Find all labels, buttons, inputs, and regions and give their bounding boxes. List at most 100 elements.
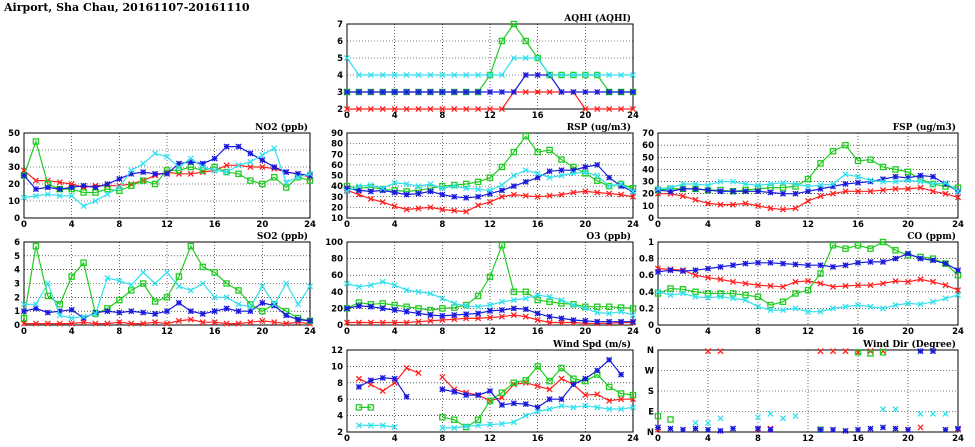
data-point [817,262,824,269]
y-tick-label: 6 [337,395,343,405]
data-point [306,317,314,324]
data-point [128,320,135,327]
data-point [498,105,505,113]
data-point [379,374,386,381]
data-point [717,415,724,422]
data-point [594,391,601,398]
data-point [558,156,565,163]
data-point [754,282,762,289]
y-tick-label: 40 [331,288,343,298]
data-point [892,166,899,173]
data-point [343,280,351,287]
data-point [522,167,529,174]
x-tick-label: 4 [392,111,398,121]
x-tick-label: 16 [209,220,221,230]
data-point [879,238,887,246]
data-point [618,318,625,325]
y-tick-label: 12 [331,346,343,356]
data-point [235,143,242,150]
data-point [451,193,458,200]
data-point [917,276,924,283]
data-point [679,267,687,275]
data-point [199,163,206,171]
data-point [854,173,862,180]
y-tick-label: S [648,387,654,397]
x-tick-label: 4 [69,220,75,230]
series-cyan [692,406,949,426]
data-point [629,391,637,399]
data-point [879,349,887,356]
data-point [498,389,506,396]
x-tick-label: 16 [209,327,221,337]
data-point [403,105,410,113]
data-point [904,250,912,257]
data-point [475,186,482,193]
data-point [534,193,541,200]
data-point [486,174,494,181]
data-point [140,269,147,276]
data-point [692,293,699,300]
data-point [306,283,314,290]
data-point [942,295,949,302]
data-point [904,168,912,176]
data-point [259,283,266,290]
data-point [223,280,230,287]
data-point [475,88,482,96]
y-tick-label: E [648,408,654,418]
data-point [534,148,541,156]
data-point [355,319,362,326]
x-tick-label: 20 [579,434,591,444]
data-point [667,285,674,292]
data-point [463,208,470,215]
data-point [223,143,230,150]
x-tick-label: 4 [705,220,711,230]
data-point [929,257,937,264]
data-point [211,319,218,326]
data-point [152,319,159,326]
data-point [20,320,28,327]
data-point [355,404,363,411]
data-point [451,207,458,214]
series-red [654,184,962,213]
data-point [754,259,762,266]
data-point [510,172,517,179]
data-point [594,318,601,325]
data-point [522,377,530,384]
data-point [92,320,99,327]
x-tick-label: 24 [627,434,639,444]
data-point [917,184,924,191]
data-point [175,299,182,306]
y-tick-label: 8 [337,379,343,389]
data-point [842,141,849,149]
data-point [20,194,28,201]
data-point [32,138,40,145]
data-point [729,262,737,269]
data-point [754,293,762,301]
data-point [306,170,314,177]
data-point [594,177,601,185]
x-tick-label: 12 [484,220,496,230]
data-point [439,191,446,198]
data-point [415,369,422,377]
data-point [187,170,194,177]
data-point [892,185,899,192]
data-point [451,71,458,79]
data-point [582,71,589,79]
data-point [854,179,862,186]
data-point [558,396,565,403]
data-point [582,317,589,324]
data-point [546,88,553,96]
data-point [729,295,737,302]
data-point [379,387,386,395]
data-point [44,184,51,191]
data-point [367,377,374,384]
data-point [199,280,206,287]
x-tick-label: 0 [21,220,27,230]
data-point [546,298,553,306]
data-point [32,177,39,184]
data-point [804,197,812,205]
data-point [729,188,737,195]
data-point [606,397,613,404]
data-point [829,305,837,312]
